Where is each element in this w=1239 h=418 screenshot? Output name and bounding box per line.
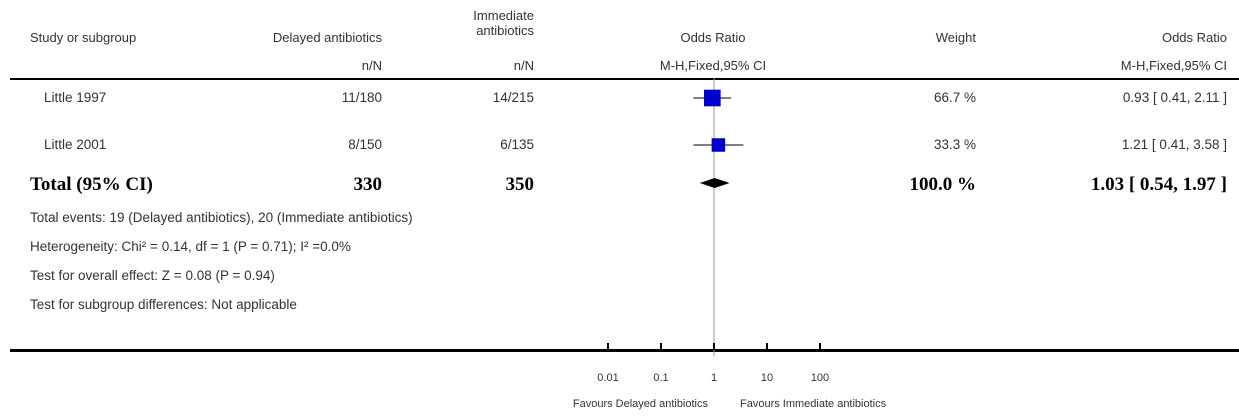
footnote-overall: Test for overall effect: Z = 0.08 (P = 0… [30, 268, 275, 283]
x-tick-label: 0.1 [653, 372, 668, 384]
study-ci: 1.21 [ 0.41, 3.58 ] [1121, 137, 1227, 152]
total-diamond [699, 178, 730, 188]
x-tick-label: 0.01 [597, 372, 618, 384]
study-marker [704, 89, 721, 107]
header-rule [10, 78, 1239, 80]
header-effect2: Odds Ratio [1161, 30, 1227, 45]
total-ci: 1.03 [ 0.54, 1.97 ] [1090, 174, 1227, 195]
total-g2: 350 [505, 174, 535, 195]
bottom-rule [10, 349, 1239, 352]
study-g1: 11/180 [341, 90, 382, 105]
header-weight: Weight [935, 30, 976, 45]
header-unit2: n/N [513, 58, 534, 73]
footnote-heterogeneity: Heterogeneity: Chi² = 0.14, df = 1 (P = … [30, 239, 351, 254]
study-g2: 6/135 [500, 137, 534, 152]
study-weight: 66.7 % [933, 90, 976, 105]
x-tick-label: 100 [811, 372, 829, 384]
study-g2: 14/215 [492, 90, 534, 105]
header-study: Study or subgroup [30, 30, 137, 45]
footnote-events: Total events: 19 (Delayed antibiotics), … [30, 210, 413, 225]
header-effect: Odds Ratio [680, 30, 746, 45]
study-g1: 8/150 [348, 137, 382, 152]
header-group1: Delayed antibiotics [272, 30, 382, 45]
study-marker [711, 138, 726, 152]
header-method: M-H,Fixed,95% CI [659, 58, 767, 73]
study-weight: 33.3 % [933, 137, 976, 152]
total-g1: 330 [353, 174, 383, 195]
x-tick-label: 10 [761, 372, 773, 384]
study-name: Little 2001 [44, 137, 107, 152]
x-tick-label: 1 [711, 372, 717, 384]
header-group2-line2: antibiotics [476, 23, 534, 38]
xlabel-favours-left: Favours Delayed antibiotics [572, 398, 708, 410]
header-group2-line1: Immediate [473, 8, 534, 23]
header-unit1: n/N [361, 58, 382, 73]
xlabel-favours-right: Favours Immediate antibiotics [740, 398, 887, 410]
header-method2: M-H,Fixed,95% CI [1120, 58, 1227, 73]
total-name: Total (95% CI) [30, 174, 153, 195]
total-weight: 100.0 % [909, 174, 977, 195]
study-name: Little 1997 [44, 90, 107, 105]
footnote-subgroup: Test for subgroup differences: Not appli… [30, 297, 297, 312]
study-ci: 0.93 [ 0.41, 2.11 ] [1122, 90, 1227, 105]
